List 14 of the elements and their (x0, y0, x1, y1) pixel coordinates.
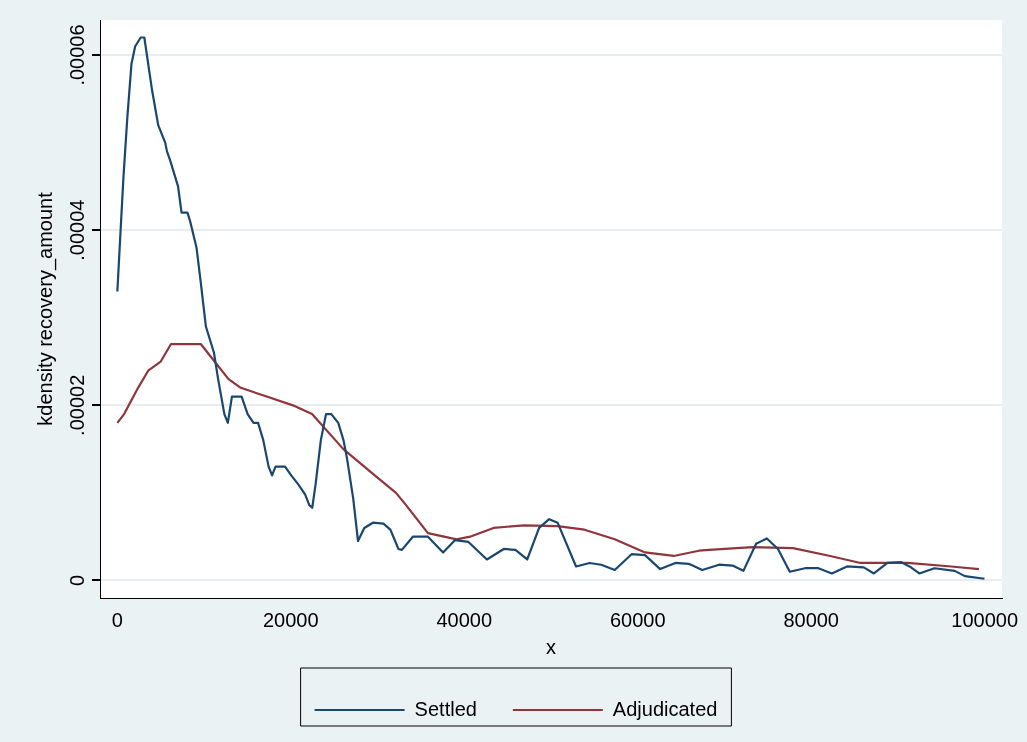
legend-label: Adjudicated (612, 697, 718, 720)
x-tick-label: 60000 (609, 608, 666, 631)
y-tick-label: 0 (65, 574, 88, 587)
x-tick-label: 0 (111, 608, 123, 631)
y-tick-label: .00006 (65, 24, 88, 86)
y-tick-label: .00004 (65, 199, 88, 261)
x-tick-label: 100000 (951, 608, 1019, 631)
y-axis-title: kdensity recovery_amount (33, 191, 57, 426)
legend-label: Settled (414, 697, 477, 720)
x-tick-label: 80000 (783, 608, 839, 631)
x-tick-label: 40000 (436, 608, 493, 631)
y-tick-label: .00002 (65, 374, 88, 436)
x-tick-label: 20000 (263, 608, 319, 631)
x-axis-title: x (546, 635, 556, 658)
